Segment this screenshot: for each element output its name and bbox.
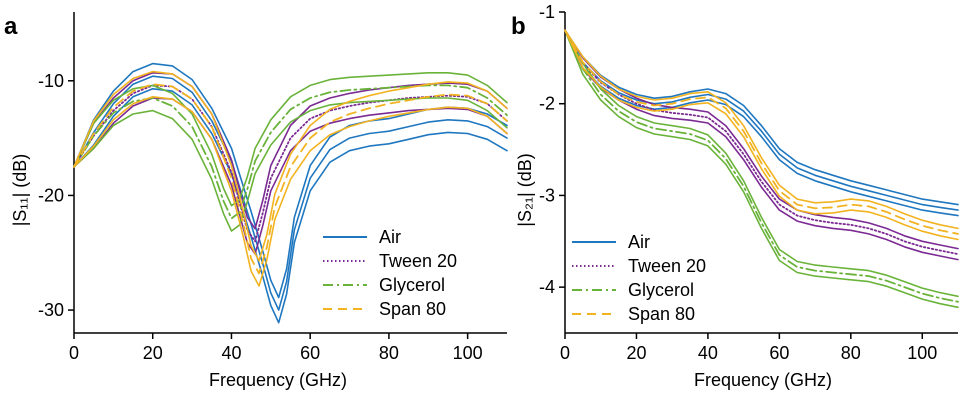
panel-b-x-tick-label: 0 (560, 343, 570, 363)
panel-b-x-axis-title: Frequency (GHz) (694, 370, 832, 390)
panel-b-s21-chart: b Frequency (GHz) |S₂₁| (dB) 0 20 40 60 80 10… (511, 2, 959, 390)
panel-b-series-line-tween-20 (564, 29, 959, 256)
panel-a-x-tick-label: 100 (453, 343, 483, 363)
panel-a-s11-chart: a Frequency (GHz) |S₁₁| (dB) 0 20 40 60 80 10… (4, 12, 508, 390)
panel-b-legend-label-span-80: Span 80 (628, 304, 695, 324)
panel-a-x-tick-label: 40 (221, 343, 241, 363)
panel-b-series-line-tween-20 (564, 29, 959, 250)
panel-a-series-line-span-80 (73, 70, 508, 262)
panel-a-y-tick-label: -20 (38, 185, 64, 205)
panel-b-series-line-air (564, 29, 959, 206)
panel-a-series-line-air (73, 88, 508, 324)
panel-a-y-tick-label: -30 (38, 300, 64, 320)
panel-b-x-tick-label: 100 (907, 343, 937, 363)
panel-b-legend-label-tween-20: Tween 20 (628, 256, 706, 276)
panel-a-series-line-air (73, 75, 508, 311)
panel-b-y-axis-title: |S₂₁| (dB) (515, 153, 535, 226)
panel-b-series-line-span-80 (564, 29, 959, 235)
panel-a-legend: Air Tween 20 Glycerol Span 80 (323, 227, 457, 319)
panel-a-legend-label-tween-20: Tween 20 (379, 251, 457, 271)
panel-a-series-line-glycerol (73, 97, 508, 232)
panel-a-legend-label-span-80: Span 80 (379, 299, 446, 319)
panel-b-series-line-glycerol (564, 29, 959, 309)
panel-b-plot-area: 0 20 40 60 80 100 -1 -2 -3 -4 (539, 2, 959, 363)
panel-b-x-tick-label: 60 (769, 343, 789, 363)
panel-b-series-line-glycerol (564, 29, 959, 298)
panel-b-x-tick-label: 80 (841, 343, 861, 363)
panel-a-series-line-glycerol (73, 72, 508, 207)
panel-b-series-line-air (564, 29, 959, 211)
panel-a-y-axis-title: |S₁₁| (dB) (10, 154, 30, 227)
panel-b-y-tick-label: -3 (539, 185, 555, 205)
panel-b-y-tick-label: -4 (539, 277, 555, 297)
panel-b-y-tick-label: -2 (539, 94, 555, 114)
panel-a-plot-area: 0 20 40 60 80 100 -10 -20 -30 (38, 12, 508, 363)
panel-a-x-tick-label: 0 (69, 343, 79, 363)
panel-b-x-tick-label: 20 (626, 343, 646, 363)
panel-b-series-line-glycerol (564, 29, 959, 303)
panel-b-series-line-air (564, 29, 959, 217)
panel-a-x-axis-title: Frequency (GHz) (209, 370, 347, 390)
panel-b-legend: Air Tween 20 Glycerol Span 80 (572, 232, 706, 324)
panel-a-letter: a (4, 13, 18, 40)
panel-a-x-tick-label: 20 (143, 343, 163, 363)
panel-a-y-tick-label: -10 (38, 71, 64, 91)
panel-b-series-line-span-80 (564, 29, 959, 241)
panel-b-legend-label-glycerol: Glycerol (628, 280, 694, 300)
panel-a-legend-label-glycerol: Glycerol (379, 275, 445, 295)
panel-b-x-tick-label: 40 (698, 343, 718, 363)
panel-a-series-line-span-80 (73, 96, 508, 287)
panel-b-y-tick-label: -1 (539, 2, 555, 22)
panel-a-x-tick-label: 60 (300, 343, 320, 363)
panel-a-x-tick-label: 80 (379, 343, 399, 363)
panel-b-legend-label-air: Air (628, 232, 650, 252)
panel-a-legend-label-air: Air (379, 227, 401, 247)
panel-b-series-line-tween-20 (564, 29, 959, 261)
panel-a-series-line-span-80 (73, 83, 508, 275)
panel-b-series-line-span-80 (564, 29, 959, 230)
panel-b-letter: b (511, 13, 526, 40)
